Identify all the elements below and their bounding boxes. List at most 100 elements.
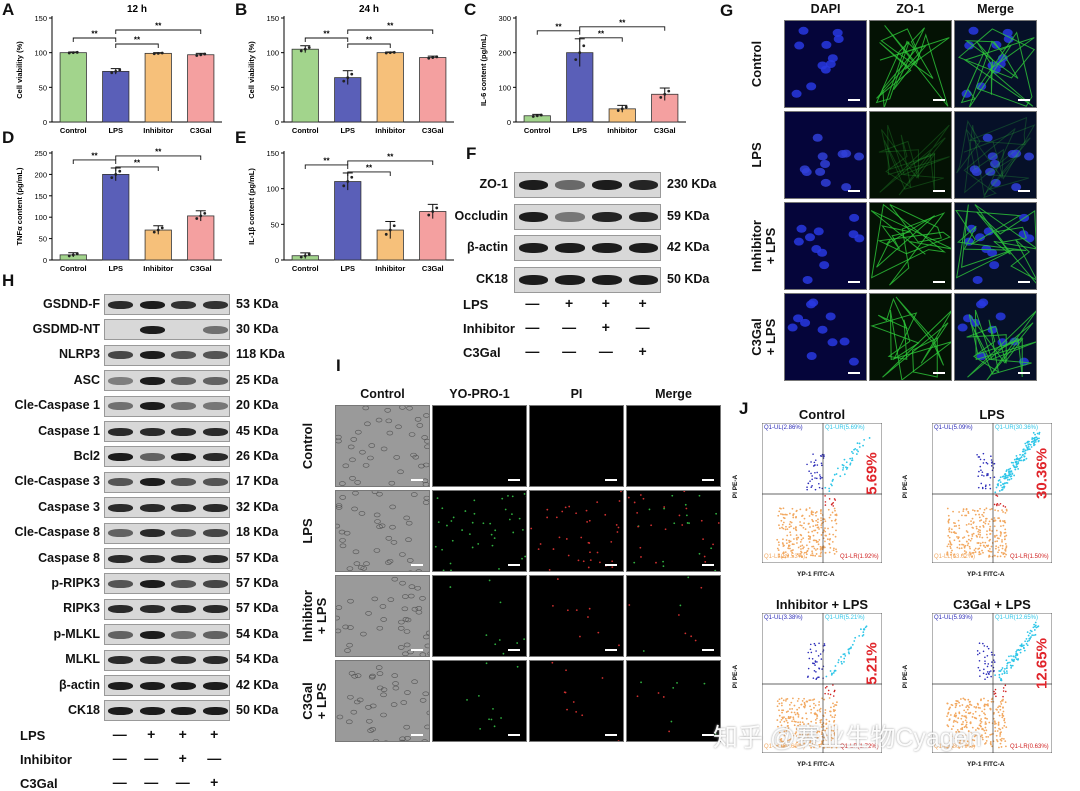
blot-strip <box>104 294 230 315</box>
event-ur <box>1004 482 1006 484</box>
event-ll <box>968 535 970 537</box>
stained-cell <box>718 522 720 524</box>
event-ll <box>987 703 989 705</box>
bar-lps <box>335 182 361 260</box>
event-ll <box>996 709 998 711</box>
event-ll <box>961 715 963 717</box>
event-ll <box>782 528 784 530</box>
stained-cell <box>477 543 479 545</box>
nucleus <box>802 168 812 176</box>
molecular-weight-label: 20 KDa <box>236 398 278 412</box>
event-ul <box>814 670 816 672</box>
event-ul <box>991 665 993 667</box>
event-ll <box>778 541 780 543</box>
cell-pattern <box>336 406 430 487</box>
event-ll <box>789 548 791 550</box>
event-ll <box>777 515 779 517</box>
event-ul <box>820 476 822 478</box>
blot-band <box>519 243 548 253</box>
event-ll <box>998 547 1000 549</box>
cell-pattern <box>530 576 624 657</box>
event-ll <box>951 550 953 552</box>
event-ll <box>956 536 958 538</box>
bar-c3gal <box>420 58 446 122</box>
cell-outline <box>388 598 394 602</box>
event-ll <box>984 704 986 706</box>
event-ll <box>989 539 991 541</box>
event-ll <box>834 704 836 706</box>
event-ll <box>823 699 825 701</box>
event-ll <box>800 534 802 536</box>
molecular-weight-label: 42 KDa <box>667 240 709 254</box>
cell-outline <box>402 652 408 656</box>
event-ur <box>1031 446 1033 448</box>
event-ur <box>833 672 835 674</box>
event-ur <box>849 458 851 460</box>
event-ll <box>949 708 951 710</box>
stained-cell <box>643 498 645 500</box>
fluorescence-image <box>784 202 867 290</box>
cell-outline <box>390 525 396 529</box>
stained-cell <box>637 526 639 528</box>
stained-cell <box>438 521 440 523</box>
event-ll <box>959 540 961 542</box>
nucleus <box>989 261 999 269</box>
event-ll <box>967 544 969 546</box>
event-ll <box>997 730 999 732</box>
flow-y-label: PI PE-A <box>732 475 739 498</box>
data-point <box>157 52 160 55</box>
microscopy-image <box>432 575 527 657</box>
event-ll <box>998 728 1000 730</box>
event-ul <box>815 661 817 663</box>
event-ll <box>1002 548 1004 550</box>
event-ur <box>1001 489 1003 491</box>
stained-cell <box>509 519 511 521</box>
blot-band <box>203 682 228 690</box>
event-ul <box>977 650 979 652</box>
event-ll <box>824 712 826 714</box>
nucleus <box>814 227 824 235</box>
event-ll <box>982 739 984 741</box>
stained-cell <box>524 493 526 495</box>
stained-cell <box>469 533 471 535</box>
event-ll <box>980 699 982 701</box>
event-ll <box>977 704 979 706</box>
event-ll <box>825 552 827 554</box>
flow-plot-title: Inhibitor + LPS <box>742 597 902 612</box>
event-ul <box>815 650 817 652</box>
event-ll <box>778 549 780 551</box>
stained-cell <box>549 569 551 571</box>
blot-band <box>629 212 658 222</box>
event-ul <box>984 645 986 647</box>
molecular-weight-label: 42 KDa <box>236 678 278 692</box>
panel-label-f: F <box>466 144 476 164</box>
event-ll <box>998 705 1000 707</box>
event-ll <box>998 517 1000 519</box>
cell-outline <box>420 653 426 657</box>
event-ll <box>971 538 973 540</box>
event-ll <box>785 529 787 531</box>
cell-outline <box>364 422 370 426</box>
y-axis-label: Cell viability (%) <box>247 41 256 99</box>
event-ll <box>796 542 798 544</box>
molecular-weight-label: 54 KDa <box>236 652 278 666</box>
event-ll <box>981 514 983 516</box>
fluorescence-image <box>954 20 1037 108</box>
cell-pattern <box>785 294 867 381</box>
event-ll <box>1002 511 1004 513</box>
event-ll <box>813 698 815 700</box>
data-point <box>393 224 396 227</box>
condition-sign: — <box>111 774 129 790</box>
scale-bar <box>508 649 520 651</box>
event-ur <box>852 452 854 454</box>
blot-strip <box>104 573 230 594</box>
significance-label: ** <box>387 22 394 31</box>
event-ll <box>991 698 993 700</box>
blot-row-label: p-MLKL <box>0 627 100 641</box>
blot-band <box>140 351 165 359</box>
event-ul <box>809 480 811 482</box>
stained-cell <box>604 514 606 516</box>
event-ul <box>816 661 818 663</box>
row-label: C3Gal + LPS <box>301 663 329 739</box>
event-ll <box>1003 552 1005 554</box>
